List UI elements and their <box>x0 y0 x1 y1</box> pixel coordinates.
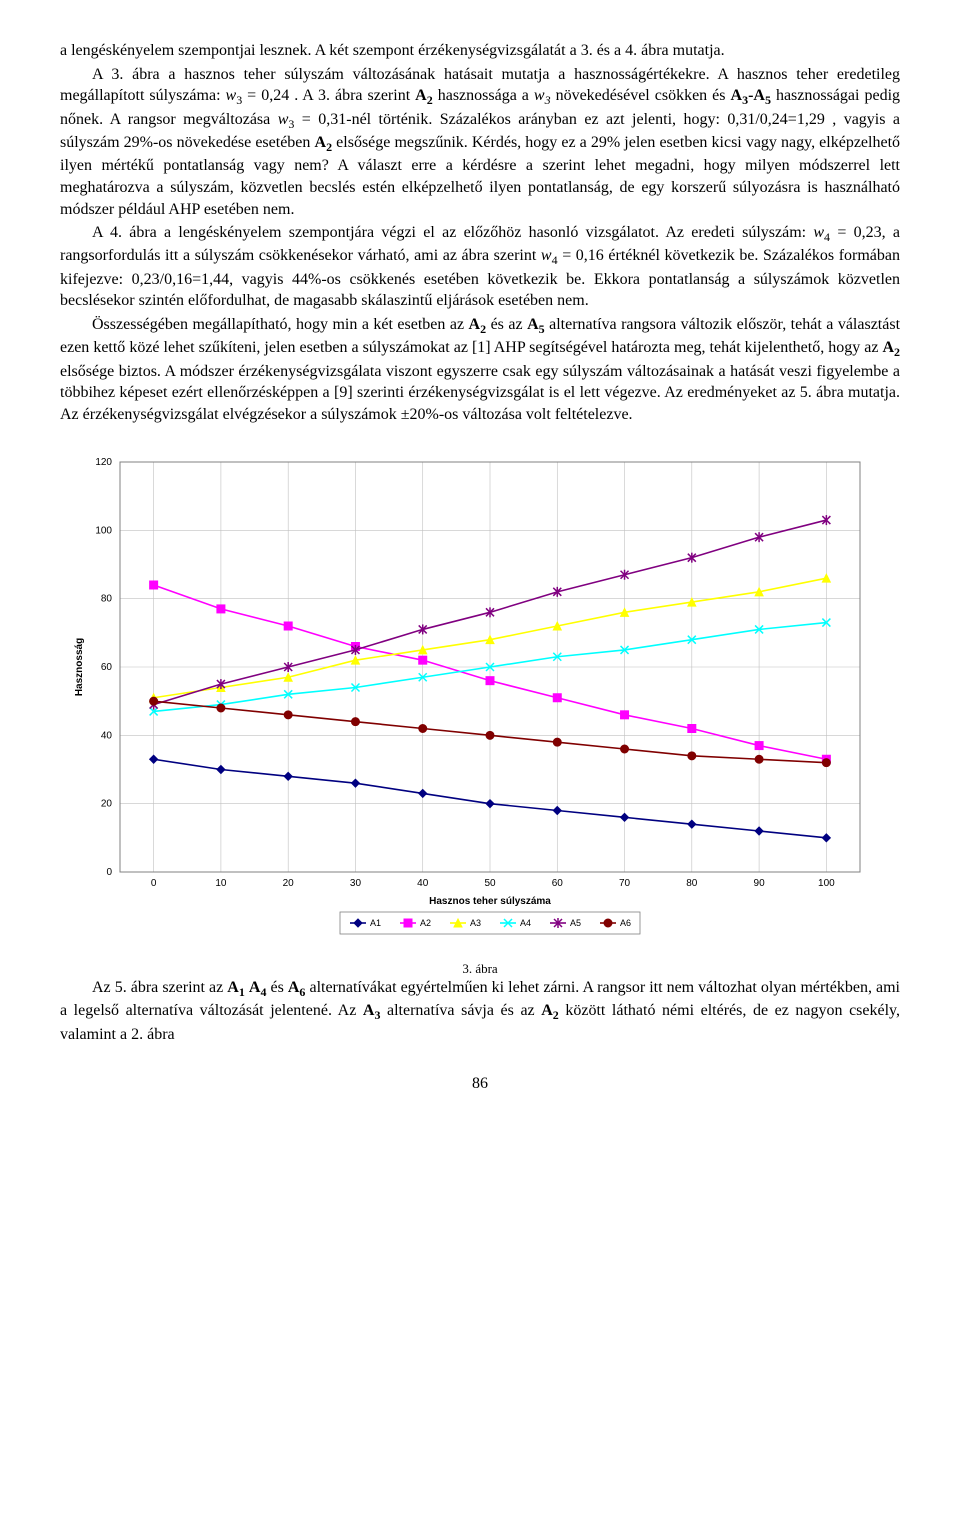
paragraph-2: A 3. ábra a hasznos teher súlyszám válto… <box>60 64 900 221</box>
svg-text:A5: A5 <box>570 918 581 928</box>
paragraph-3: A 4. ábra a lengéskényelem szempontjára … <box>60 222 900 312</box>
svg-text:70: 70 <box>619 878 631 889</box>
svg-text:100: 100 <box>95 525 112 536</box>
svg-text:Hasznos teher súlyszáma: Hasznos teher súlyszáma <box>429 896 551 907</box>
svg-text:50: 50 <box>484 878 496 889</box>
svg-text:20: 20 <box>101 798 113 809</box>
svg-text:80: 80 <box>101 593 113 604</box>
svg-text:40: 40 <box>101 730 113 741</box>
paragraph-1: a lengéskényelem szempontjai lesznek. A … <box>60 40 900 62</box>
chart-caption: 3. ábra <box>60 960 900 978</box>
svg-text:90: 90 <box>754 878 766 889</box>
svg-text:A1: A1 <box>370 918 381 928</box>
svg-text:40: 40 <box>417 878 429 889</box>
svg-text:80: 80 <box>686 878 698 889</box>
paragraph-4: Összességében megállapítható, hogy min a… <box>60 314 900 426</box>
page-number: 86 <box>60 1073 900 1095</box>
chart-svg: 0 10 20 30 40 50 60 70 80 90 100 0 20 40 60 80 100 120 Has… <box>60 444 880 954</box>
svg-text:0: 0 <box>106 867 112 878</box>
svg-text:60: 60 <box>101 662 113 673</box>
svg-text:30: 30 <box>350 878 362 889</box>
p1-text: a lengéskényelem szempontjai lesznek. A … <box>60 42 725 59</box>
svg-text:10: 10 <box>215 878 227 889</box>
svg-text:Hasznosság: Hasznosság <box>74 637 85 695</box>
chart-figure-3: 0 10 20 30 40 50 60 70 80 90 100 0 20 40 60 80 100 120 Has… <box>60 444 900 954</box>
svg-text:A6: A6 <box>620 918 631 928</box>
svg-text:60: 60 <box>552 878 564 889</box>
svg-text:A2: A2 <box>420 918 431 928</box>
paragraph-5: Az 5. ábra szerint az A1 A4 és A6 altern… <box>60 977 900 1045</box>
svg-text:A3: A3 <box>470 918 481 928</box>
svg-text:120: 120 <box>95 457 112 468</box>
svg-text:A4: A4 <box>520 918 531 928</box>
svg-text:0: 0 <box>151 878 157 889</box>
svg-text:20: 20 <box>283 878 295 889</box>
svg-text:100: 100 <box>818 878 835 889</box>
